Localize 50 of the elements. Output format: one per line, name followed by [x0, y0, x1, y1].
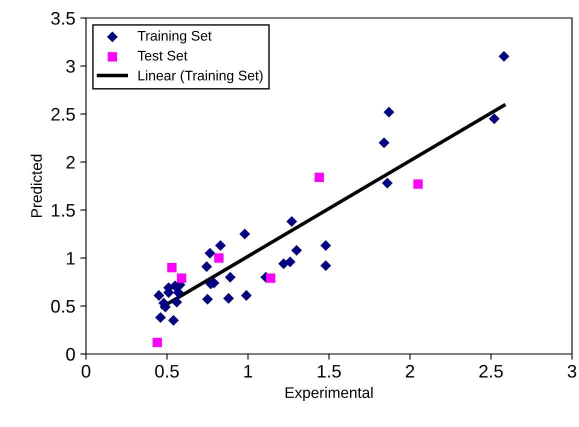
y-tick-label: 0	[66, 348, 75, 361]
point	[382, 178, 393, 188]
point	[488, 113, 500, 124]
point	[498, 51, 510, 62]
point	[239, 228, 250, 240]
point	[266, 274, 276, 283]
point	[215, 240, 226, 251]
point	[378, 137, 390, 148]
point	[286, 216, 298, 227]
y-tick-label: 3	[66, 60, 75, 73]
legend-label: Test Set	[138, 50, 188, 61]
point	[168, 315, 179, 326]
point	[171, 296, 182, 308]
point	[320, 240, 332, 251]
y-tick-label: 2	[66, 156, 75, 169]
x-tick-label: 1	[244, 365, 252, 378]
point	[176, 274, 186, 283]
legend-label: Linear (Training Set)	[138, 70, 263, 84]
x-tick-label: 2.5	[479, 364, 503, 378]
point	[204, 248, 216, 259]
y-tick-label: 0.5	[51, 300, 75, 313]
x-axis-title: Experimental	[286, 386, 373, 402]
x-tick-label: 3	[568, 364, 576, 378]
x-tick-label: 0	[82, 364, 90, 378]
point	[167, 262, 177, 272]
point	[413, 179, 423, 189]
point	[291, 244, 302, 256]
point	[284, 256, 296, 268]
y-tick-label: 2.5	[51, 108, 75, 121]
point	[155, 312, 166, 323]
x-tick-label: 0.5	[155, 364, 179, 378]
point	[314, 172, 324, 182]
point	[224, 272, 236, 283]
point	[241, 290, 252, 301]
x-tick-label: 1.5	[318, 365, 341, 378]
point	[201, 261, 212, 272]
point	[152, 338, 162, 348]
point	[384, 106, 394, 118]
point	[172, 287, 184, 298]
point	[320, 260, 332, 272]
point	[214, 253, 224, 263]
y-axis-title: Predicted	[30, 154, 42, 218]
point	[154, 290, 164, 301]
y-tick-label: 3.5	[51, 12, 75, 25]
legend-label: Training Set	[138, 30, 212, 44]
point	[223, 292, 234, 304]
x-tick-label: 2	[406, 364, 414, 378]
point	[202, 294, 213, 305]
y-tick-label: 1	[66, 252, 75, 265]
y-tick-label: 1.5	[52, 204, 75, 217]
